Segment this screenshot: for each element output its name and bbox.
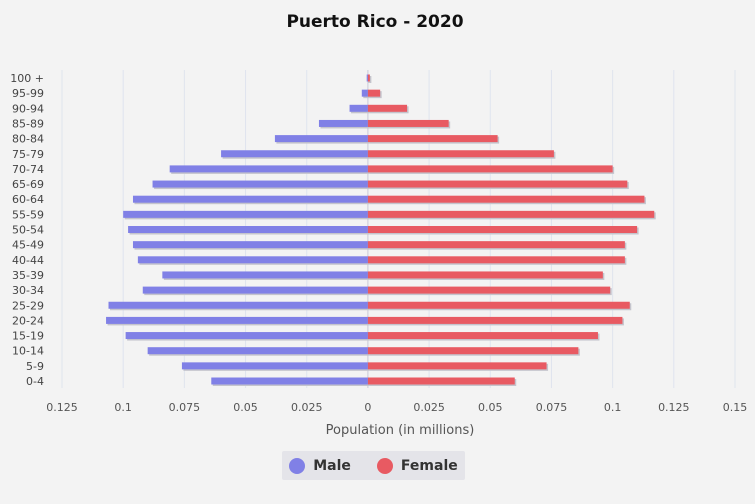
y-tick-label: 80-84 — [12, 133, 44, 146]
x-axis-ticks: 0.125 0.1 0.075 0.05 0.025 0 0.025 0.05 0.075 0.1… — [46, 401, 747, 414]
female-bar[interactable] — [367, 271, 603, 279]
y-tick-label: 95-99 — [12, 87, 44, 100]
female-bar[interactable] — [367, 104, 408, 112]
bars — [106, 74, 656, 386]
female-bar[interactable] — [367, 241, 625, 249]
y-tick-label: 70-74 — [12, 163, 44, 176]
y-tick-label: 45-49 — [12, 239, 44, 252]
y-axis-ticks: 0-4 5-9 10-14 15-19 20-24 25-29 30-34 35-39 40-4… — [10, 72, 44, 388]
female-bar[interactable] — [367, 180, 628, 188]
y-tick-label: 40-44 — [12, 254, 44, 267]
female-bar[interactable] — [367, 332, 598, 340]
male-bar[interactable] — [108, 301, 368, 309]
female-bar[interactable] — [367, 195, 645, 203]
y-tick-label: 35-39 — [12, 269, 44, 282]
female-bar[interactable] — [367, 316, 623, 324]
male-bar[interactable] — [169, 165, 368, 173]
x-axis-label: Population (in millions) — [326, 423, 475, 438]
male-bar[interactable] — [147, 347, 368, 355]
y-tick-label: 50-54 — [12, 224, 44, 237]
y-tick-label: 90-94 — [12, 102, 44, 115]
x-tick-label: 0.15 — [723, 401, 748, 414]
female-bar[interactable] — [367, 377, 515, 385]
legend-label-male: Male — [313, 457, 351, 474]
y-tick-label: 5-9 — [26, 360, 44, 373]
x-tick-label: 0.075 — [169, 401, 201, 414]
female-bar[interactable] — [367, 119, 449, 127]
y-tick-label: 20-24 — [12, 314, 44, 327]
female-bar[interactable] — [367, 135, 498, 143]
male-bar[interactable] — [162, 271, 368, 279]
x-tick-label: 0.025 — [291, 401, 323, 414]
female-bar[interactable] — [367, 89, 381, 97]
x-tick-label: 0.125 — [658, 401, 690, 414]
female-bar[interactable] — [367, 150, 554, 158]
female-bar[interactable] — [367, 74, 370, 82]
x-tick-label: 0.125 — [46, 401, 78, 414]
y-tick-label: 0-4 — [26, 375, 44, 388]
male-bar[interactable] — [125, 332, 368, 340]
male-bar[interactable] — [221, 150, 368, 158]
female-bar[interactable] — [367, 362, 547, 370]
female-bar[interactable] — [367, 210, 655, 218]
female-bar[interactable] — [367, 226, 638, 233]
female-bar[interactable] — [367, 301, 630, 309]
x-tick-label: 0.05 — [478, 401, 503, 414]
x-tick-label: 0.1 — [114, 401, 132, 414]
x-tick-label: 0.1 — [604, 401, 622, 414]
y-tick-label: 60-64 — [12, 193, 44, 206]
x-tick-label: 0.05 — [233, 401, 258, 414]
male-bar[interactable] — [366, 74, 368, 82]
male-bar[interactable] — [137, 256, 368, 264]
female-bar[interactable] — [367, 347, 579, 355]
y-tick-label: 75-79 — [12, 148, 44, 161]
male-bar[interactable] — [142, 286, 368, 294]
female-bar[interactable] — [367, 165, 613, 173]
female-legend-marker — [376, 457, 393, 474]
legend-label-female: Female — [400, 457, 458, 474]
y-tick-label: 100 + — [10, 72, 44, 85]
legend-item-male[interactable]: Male — [289, 457, 351, 474]
x-tick-label: 0 — [364, 401, 371, 414]
y-tick-label: 25-29 — [12, 299, 44, 312]
legend: Male Female — [282, 451, 465, 480]
chart-title: Puerto Rico - 2020 — [286, 12, 463, 32]
y-tick-label: 55-59 — [12, 208, 44, 221]
male-bar[interactable] — [152, 180, 368, 188]
male-bar[interactable] — [181, 362, 368, 370]
y-tick-label: 65-69 — [12, 178, 44, 191]
male-bar[interactable] — [318, 119, 368, 127]
male-bar[interactable] — [349, 104, 368, 112]
y-tick-label: 15-19 — [12, 330, 44, 343]
y-tick-label: 10-14 — [12, 345, 44, 358]
male-bar[interactable] — [106, 316, 368, 324]
female-bar[interactable] — [367, 256, 625, 264]
male-bar[interactable] — [361, 89, 368, 97]
male-bar[interactable] — [211, 377, 368, 385]
male-bar[interactable] — [132, 241, 368, 249]
male-legend-marker — [289, 457, 306, 474]
male-bar[interactable] — [274, 135, 368, 143]
male-bar[interactable] — [123, 210, 368, 218]
male-bar[interactable] — [132, 195, 368, 203]
x-tick-label: 0.075 — [536, 401, 568, 414]
female-bar[interactable] — [367, 286, 611, 294]
y-tick-label: 30-34 — [12, 284, 44, 297]
y-tick-label: 85-89 — [12, 117, 44, 130]
male-bar[interactable] — [128, 226, 368, 233]
female-bar-shadow — [369, 76, 372, 83]
legend-item-female[interactable]: Female — [376, 457, 458, 474]
x-tick-label: 0.025 — [413, 401, 445, 414]
